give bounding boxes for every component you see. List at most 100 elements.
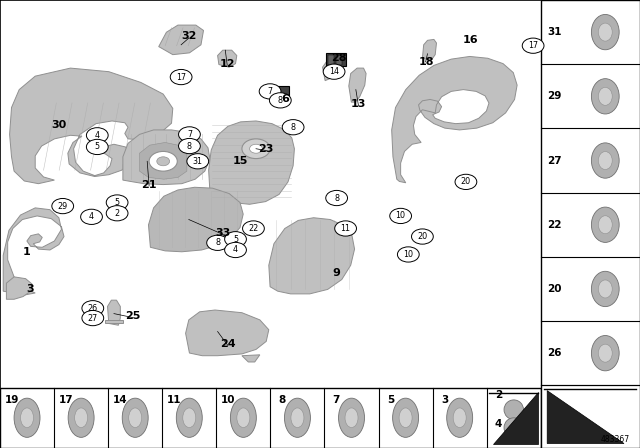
Bar [326, 53, 346, 66]
Text: 18: 18 [419, 57, 434, 67]
Polygon shape [547, 391, 624, 444]
Ellipse shape [453, 408, 466, 427]
Circle shape [82, 310, 104, 326]
Circle shape [455, 174, 477, 190]
Ellipse shape [591, 271, 619, 306]
Ellipse shape [14, 398, 40, 437]
Text: 29: 29 [58, 202, 68, 211]
Ellipse shape [598, 23, 612, 41]
Circle shape [82, 301, 104, 316]
Circle shape [106, 195, 128, 210]
Text: 17: 17 [176, 73, 186, 82]
Text: 15: 15 [233, 156, 248, 166]
Polygon shape [269, 218, 355, 294]
Text: 27: 27 [88, 314, 98, 323]
Ellipse shape [291, 408, 304, 427]
Ellipse shape [591, 79, 619, 114]
Polygon shape [6, 277, 32, 299]
Text: 8: 8 [334, 194, 339, 202]
Polygon shape [3, 208, 64, 295]
Circle shape [81, 209, 102, 224]
Text: 20: 20 [461, 177, 471, 186]
Polygon shape [182, 192, 210, 225]
Circle shape [412, 229, 433, 244]
Ellipse shape [339, 398, 365, 437]
Ellipse shape [598, 344, 612, 362]
Ellipse shape [230, 398, 257, 437]
Polygon shape [159, 25, 204, 55]
Text: 8: 8 [215, 238, 220, 247]
Polygon shape [123, 130, 210, 185]
Ellipse shape [598, 151, 612, 169]
Text: 11: 11 [340, 224, 351, 233]
Text: 6: 6 [281, 95, 289, 104]
Ellipse shape [504, 400, 524, 419]
Circle shape [259, 84, 281, 99]
Polygon shape [10, 68, 173, 184]
Text: 8: 8 [278, 395, 286, 405]
Circle shape [149, 151, 177, 171]
Polygon shape [392, 56, 517, 183]
Text: 8: 8 [187, 142, 192, 151]
Text: 31: 31 [193, 157, 203, 166]
Ellipse shape [237, 408, 250, 427]
Ellipse shape [598, 87, 612, 105]
Circle shape [225, 232, 246, 247]
Text: 8: 8 [291, 123, 296, 132]
Ellipse shape [345, 408, 358, 427]
Circle shape [326, 190, 348, 206]
Circle shape [390, 208, 412, 224]
Ellipse shape [68, 398, 94, 437]
Text: 4: 4 [233, 246, 238, 254]
Text: 26: 26 [547, 348, 562, 358]
Ellipse shape [122, 398, 148, 437]
Polygon shape [493, 392, 538, 444]
Ellipse shape [598, 280, 612, 298]
Polygon shape [323, 62, 334, 81]
Text: 5: 5 [233, 235, 238, 244]
Text: 4: 4 [89, 212, 94, 221]
Ellipse shape [591, 14, 619, 50]
Text: 5: 5 [115, 198, 120, 207]
Circle shape [179, 138, 200, 154]
Ellipse shape [591, 336, 619, 371]
Text: 30: 30 [51, 121, 67, 130]
Text: 24: 24 [220, 339, 236, 349]
Ellipse shape [447, 398, 473, 437]
Text: 1: 1 [23, 247, 31, 257]
Circle shape [269, 93, 291, 108]
Polygon shape [209, 121, 294, 204]
Text: 31: 31 [547, 27, 562, 37]
Text: 29: 29 [547, 91, 561, 101]
Bar [336, 55, 342, 65]
Text: 22: 22 [248, 224, 259, 233]
Bar [0, 388, 541, 448]
Circle shape [86, 128, 108, 143]
Text: 4: 4 [95, 131, 100, 140]
Polygon shape [105, 320, 123, 323]
Circle shape [187, 154, 209, 169]
Text: 16: 16 [463, 35, 478, 45]
Text: 20: 20 [417, 232, 428, 241]
Text: 26: 26 [88, 304, 98, 313]
Bar [328, 55, 334, 65]
Text: 33: 33 [215, 228, 230, 238]
Ellipse shape [504, 418, 524, 437]
Ellipse shape [129, 408, 141, 427]
Text: 14: 14 [329, 67, 339, 76]
Text: 10: 10 [221, 395, 236, 405]
Text: 13: 13 [351, 99, 366, 109]
Polygon shape [140, 142, 187, 179]
Polygon shape [422, 39, 436, 60]
Circle shape [106, 206, 128, 221]
Circle shape [242, 139, 270, 159]
Text: 19: 19 [4, 395, 19, 405]
Ellipse shape [183, 408, 196, 427]
Text: 14: 14 [113, 395, 127, 405]
Text: 2: 2 [115, 209, 120, 218]
Circle shape [52, 198, 74, 214]
Ellipse shape [392, 398, 419, 437]
Text: 17: 17 [528, 41, 538, 50]
Ellipse shape [591, 207, 619, 242]
Circle shape [323, 64, 345, 79]
